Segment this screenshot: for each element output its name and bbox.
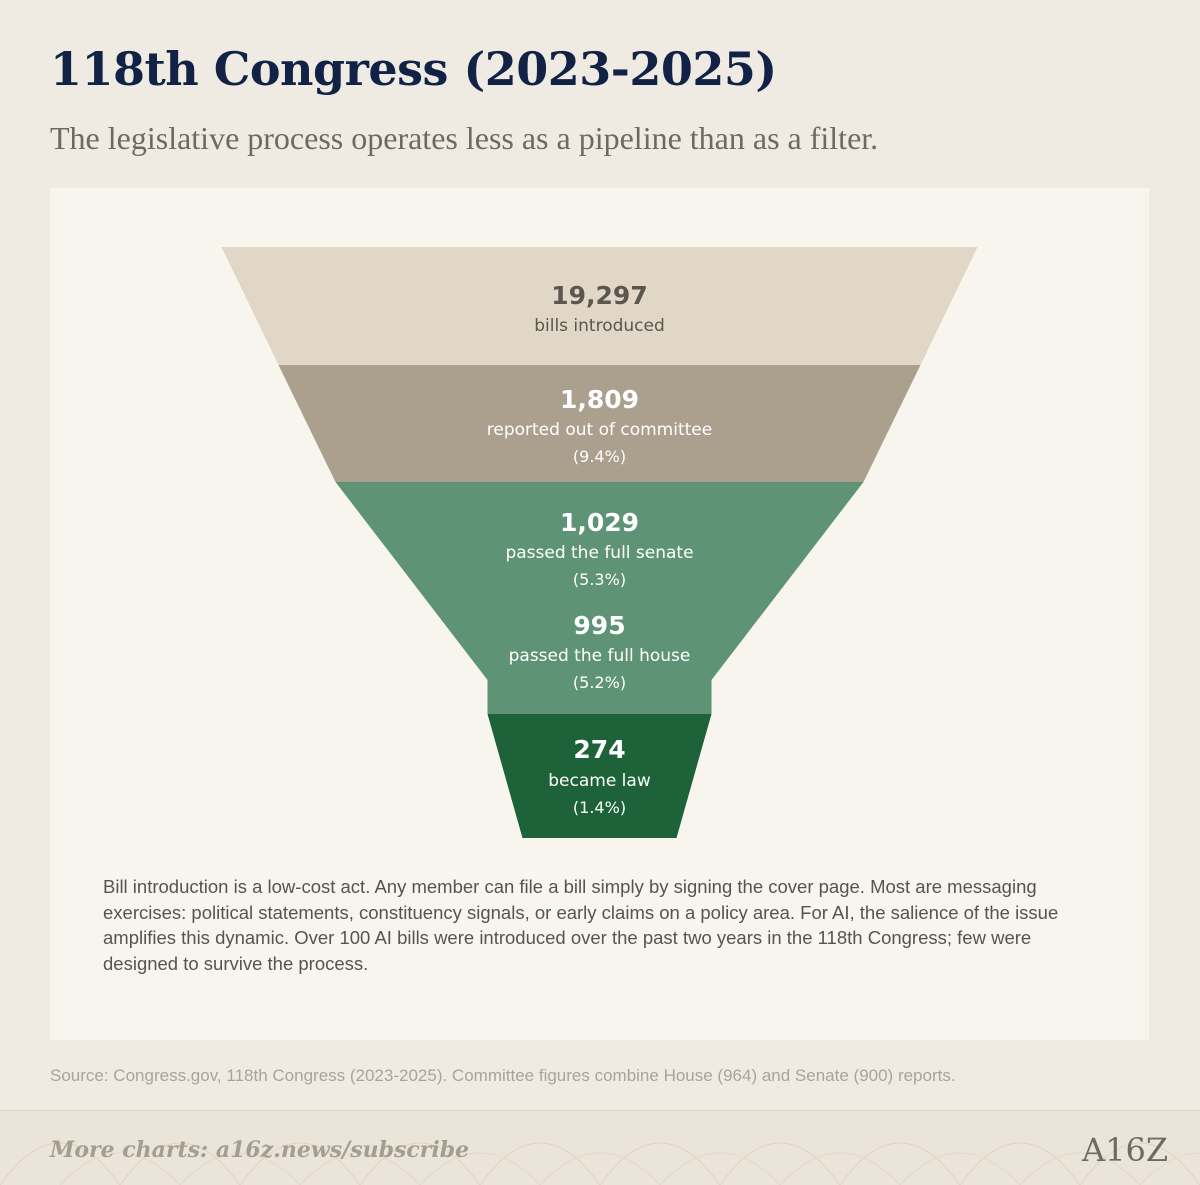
- funnel-segment: [487, 714, 712, 838]
- funnel-stage-label: 1,809 reported out of committee (9.4%): [487, 385, 712, 466]
- funnel-segment: [335, 482, 864, 714]
- footer-arc: [1079, 1142, 1200, 1185]
- footer-arc: [599, 1142, 721, 1185]
- funnel-chart: 19,297 bills introduced 1,809 reported out …: [221, 247, 978, 838]
- footer-arc: [1019, 1152, 1141, 1185]
- stage-label: bills introduced: [534, 316, 665, 336]
- more-charts-link[interactable]: More charts: a16z.news/subscribe: [50, 1137, 470, 1163]
- page-title: 118th Congress (2023-2025): [50, 42, 777, 96]
- stage-percent: (1.4%): [573, 798, 626, 817]
- a16z-logo: A16Z: [1082, 1131, 1169, 1169]
- footer-arc: [179, 1152, 301, 1185]
- footer-arc: [959, 1142, 1081, 1185]
- footer-arc: [779, 1152, 901, 1185]
- footer-arc: [359, 1142, 481, 1185]
- funnel-stage-label: 19,297 bills introduced: [534, 281, 665, 336]
- stage-percent: (5.2%): [573, 673, 626, 692]
- footer-arc: [839, 1142, 961, 1185]
- funnel-stage-label: 995 passed the full house (5.2%): [509, 611, 691, 692]
- funnel-stage-label: 274 became law (1.4%): [548, 735, 651, 817]
- chart-note: Bill introduction is a low-cost act. Any…: [103, 876, 1059, 974]
- stage-percent: (5.3%): [573, 570, 626, 589]
- footer-arc: [479, 1142, 601, 1185]
- stage-label: became law: [548, 771, 651, 791]
- funnel-segment: [221, 247, 978, 365]
- stage-label: passed the full house: [509, 646, 691, 666]
- stage-value: 995: [573, 611, 625, 640]
- funnel-stage-label: 1,029 passed the full senate (5.3%): [505, 508, 693, 589]
- footer: More charts: a16z.news/subscribe A16Z: [0, 1110, 1200, 1185]
- stage-value: 19,297: [551, 281, 647, 310]
- page-subtitle: The legislative process operates less as…: [50, 120, 879, 156]
- stage-percent: (9.4%): [573, 447, 626, 466]
- footer-arc: [0, 1142, 121, 1185]
- stage-value: 1,029: [560, 508, 639, 537]
- footer-arc: [299, 1152, 421, 1185]
- footer-arc: [1139, 1152, 1200, 1185]
- footer-arc: [239, 1142, 361, 1185]
- footer-arc: [419, 1152, 541, 1185]
- footer-arc: [59, 1152, 181, 1185]
- footer-arc: [119, 1142, 241, 1185]
- stage-label: passed the full senate: [505, 543, 693, 563]
- source-note: Source: Congress.gov, 118th Congress (20…: [50, 1066, 956, 1085]
- footer-arc: [719, 1142, 841, 1185]
- funnel-shapes: [221, 247, 978, 838]
- funnel-labels: 19,297 bills introduced 1,809 reported out …: [487, 281, 712, 817]
- footer-arc: [659, 1152, 781, 1185]
- chart-panel: 19,297 bills introduced 1,809 reported out …: [50, 188, 1149, 1040]
- footer-arc: [539, 1152, 661, 1185]
- footer-arc: [899, 1152, 1021, 1185]
- stage-label: reported out of committee: [487, 420, 712, 440]
- funnel-segment: [278, 365, 921, 482]
- stage-value: 1,809: [560, 385, 639, 414]
- stage-value: 274: [573, 735, 625, 764]
- footer-pattern: [0, 1142, 1200, 1185]
